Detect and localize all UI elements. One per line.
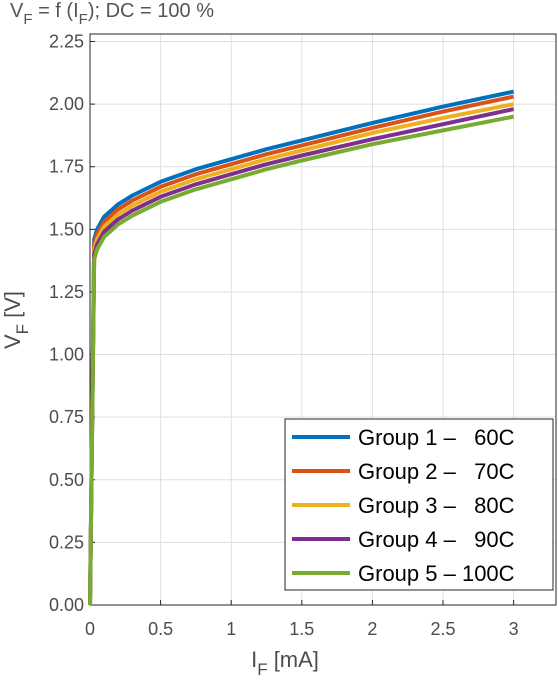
title-mid: = f (I: [33, 0, 79, 22]
xlabel-unit: [mA]: [268, 647, 319, 672]
x-tick-label: 0: [85, 619, 95, 639]
y-tick-label: 0.50: [49, 470, 84, 490]
xlabel-i: I: [251, 647, 257, 672]
y-axis-title: VF [V]: [0, 291, 32, 349]
ylabel-unit: [V]: [0, 291, 25, 324]
y-tick-label: 2.00: [49, 94, 84, 114]
legend: Group 1 – 60C Group 2 – 70C Group 3 – 80C G…: [284, 418, 554, 591]
series-line-5: [88, 114, 514, 606]
xlabel-sub: F: [257, 660, 267, 679]
y-tick-label: 1.25: [49, 282, 84, 302]
x-tick-label: 1.5: [289, 619, 314, 639]
series-line-4: [88, 107, 515, 606]
x-tick-label: 0.5: [148, 619, 173, 639]
x-tick-label: 2: [367, 619, 377, 639]
ylabel-v: V: [0, 334, 25, 349]
title-v-sub: F: [23, 11, 32, 28]
y-tick-label: 0.75: [49, 407, 84, 427]
series-lines: [88, 89, 515, 606]
y-tick-labels: 0.00 0.25 0.50 0.75 1.00 1.25 1.50 1.75 2.00 2.25: [49, 32, 84, 615]
y-tick-label: 2.25: [49, 32, 84, 52]
y-tick-label: 1.50: [49, 219, 84, 239]
legend-label-4: Group 4 – 90C: [358, 527, 515, 552]
series-line-1: [88, 89, 515, 606]
x-tick-label: 2.5: [431, 619, 456, 639]
x-tick-labels: 0 0.5 1 1.5 2 2.5 3: [85, 619, 519, 639]
series-line-2: [88, 94, 515, 606]
title-end: ); DC = 100 %: [88, 0, 214, 22]
plot-frame: [89, 33, 557, 606]
x-tick-label: 3: [509, 619, 519, 639]
y-tick-label: 1.00: [49, 345, 84, 365]
x-tick-label: 1: [226, 619, 236, 639]
y-tick-label: 0.25: [49, 532, 84, 552]
y-tick-label: 0.00: [49, 595, 84, 615]
title-v: V: [10, 0, 24, 22]
title-i-sub: F: [79, 11, 88, 28]
y-tick-label: 1.75: [49, 157, 84, 177]
x-axis-title: IF [mA]: [251, 647, 319, 679]
series-line-3: [88, 102, 514, 606]
legend-label-2: Group 2 – 70C: [358, 459, 515, 484]
ylabel-sub: F: [13, 324, 32, 334]
legend-label-5: Group 5 – 100C: [358, 561, 515, 586]
legend-label-1: Group 1 – 60C: [358, 425, 515, 450]
chart-title: VF = f (IF); DC = 100 %: [10, 0, 214, 28]
legend-label-3: Group 3 – 80C: [358, 493, 515, 518]
